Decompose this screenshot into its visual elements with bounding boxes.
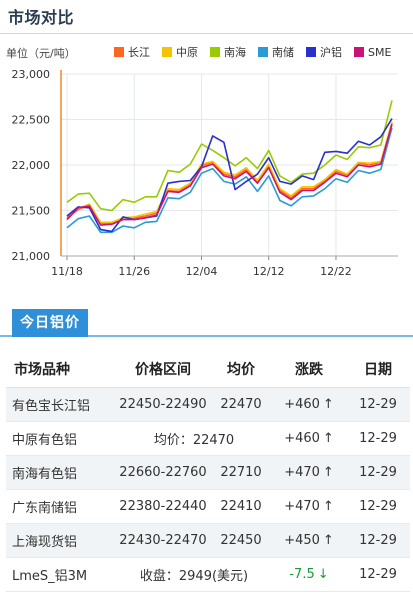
header-avg: 均价	[210, 351, 272, 388]
x-tick-label: 11/26	[118, 265, 150, 278]
legend-item: 南储	[258, 44, 294, 60]
header-date: 日期	[346, 351, 410, 388]
table-row: 中原有色铝 均价：22470 +460 ↑ 12-29	[6, 421, 410, 456]
avg-price: 22470	[210, 387, 272, 422]
date: 12-29	[346, 387, 410, 422]
x-tick-label: 12/04	[186, 265, 218, 278]
legend-item: 中原	[162, 44, 198, 60]
change-value: +450	[284, 532, 320, 548]
legend-label: 长江	[128, 46, 150, 59]
market-name[interactable]: LmeS_铝3M	[6, 557, 116, 592]
change-value: +470	[284, 464, 320, 480]
table-header-row: 市场品种 价格区间 均价 涨跌 日期	[6, 351, 410, 388]
change-value: -7.5	[289, 566, 315, 582]
price-range: 22380-22440	[116, 489, 210, 524]
date: 12-29	[346, 523, 410, 558]
market-name[interactable]: 上海现货铝	[6, 523, 116, 558]
series-line	[66, 118, 393, 233]
price-range: 22430-22470	[116, 523, 210, 558]
arrow-up-icon: ↑	[322, 430, 334, 446]
arrow-up-icon: ↑	[322, 396, 334, 412]
market-name[interactable]: 广东南储铝	[6, 489, 116, 524]
legend-swatch	[162, 47, 172, 57]
page-title: 市场对比	[8, 8, 75, 27]
change-value: +470	[284, 498, 320, 514]
legend-label: 南海	[224, 46, 246, 59]
date: 12-29	[346, 421, 410, 456]
header-range: 价格区间	[116, 351, 210, 388]
unit-label: 单位（元/吨）	[6, 47, 76, 60]
series-line	[66, 127, 393, 234]
avg-price: 22450	[210, 523, 272, 558]
price-change: +470 ↑	[272, 455, 346, 490]
table-row: 上海现货铝 22430-22470 22450 +450 ↑ 12-29	[6, 523, 410, 558]
chart-legend: 长江 中原 南海 南储 沪铝 SME	[114, 44, 410, 60]
date: 12-29	[346, 557, 410, 592]
market-name[interactable]: 中原有色铝	[6, 421, 116, 456]
table-row: 有色宝长江铝 22450-22490 22470 +460 ↑ 12-29	[6, 387, 410, 422]
table-row: 南海有色铝 22660-22760 22710 +470 ↑ 12-29	[6, 455, 410, 490]
market-name[interactable]: 南海有色铝	[6, 455, 116, 490]
legend-item: 南海	[210, 44, 246, 60]
line-chart: 21,000 21,500 22,000 22,500 23,000 11/18 11/26…	[12, 68, 398, 278]
title-bar: 市场对比	[0, 0, 413, 34]
date: 12-29	[346, 489, 410, 524]
legend-swatch	[210, 47, 220, 57]
legend-swatch	[354, 47, 364, 57]
table-row: LmeS_铝3M 收盘：2949(美元) -7.5 ↓ 12-29	[6, 557, 410, 592]
price-change: +460 ↑	[272, 421, 346, 456]
x-tick-label: 11/18	[51, 265, 83, 278]
x-tick-label: 12/22	[320, 265, 352, 278]
header-change: 涨跌	[272, 351, 346, 388]
price-range: 22450-22490	[116, 387, 210, 422]
series-line	[66, 123, 393, 226]
legend-label: 中原	[176, 46, 198, 59]
y-tick-label: 22,500	[12, 114, 51, 127]
price-table: 市场品种 价格区间 均价 涨跌 日期 有色宝长江铝 22450-22490 2247…	[6, 351, 410, 592]
price-change: +450 ↑	[272, 523, 346, 558]
market-name[interactable]: 有色宝长江铝	[6, 387, 116, 422]
price-change: +470 ↑	[272, 489, 346, 524]
merged-value: 收盘：2949(美元)	[116, 557, 272, 592]
y-tick-label: 21,000	[12, 250, 51, 263]
legend-item: 沪铝	[306, 44, 342, 60]
legend-label: 沪铝	[320, 46, 342, 59]
arrow-up-icon: ↑	[322, 532, 334, 548]
section-tab-strip: 今日铝价	[0, 309, 413, 337]
legend-swatch	[114, 47, 124, 57]
price-change: +460 ↑	[272, 387, 346, 422]
change-value: +460	[284, 430, 320, 446]
avg-price: 22410	[210, 489, 272, 524]
avg-price: 22710	[210, 455, 272, 490]
header-market: 市场品种	[6, 351, 116, 388]
date: 12-29	[346, 455, 410, 490]
table-row: 广东南储铝 22380-22440 22410 +470 ↑ 12-29	[6, 489, 410, 524]
arrow-down-icon: ↓	[317, 566, 329, 582]
legend-swatch	[306, 47, 316, 57]
y-tick-label: 22,000	[12, 159, 51, 172]
change-value: +460	[284, 396, 320, 412]
price-change: -7.5 ↓	[272, 557, 346, 592]
x-tick-label: 12/12	[253, 265, 285, 278]
arrow-up-icon: ↑	[322, 498, 334, 514]
legend-item: 长江	[114, 44, 150, 60]
arrow-up-icon: ↑	[322, 464, 334, 480]
y-tick-label: 21,500	[12, 205, 51, 218]
price-range: 22660-22760	[116, 455, 210, 490]
merged-value: 均价：22470	[116, 421, 272, 456]
legend-label: SME	[368, 45, 392, 59]
legend-label: 南储	[272, 46, 294, 59]
tab-today-price[interactable]: 今日铝价	[12, 309, 88, 337]
legend-swatch	[258, 47, 268, 57]
series-line	[66, 100, 393, 212]
y-tick-label: 23,000	[12, 68, 51, 81]
legend-item: SME	[354, 44, 391, 60]
